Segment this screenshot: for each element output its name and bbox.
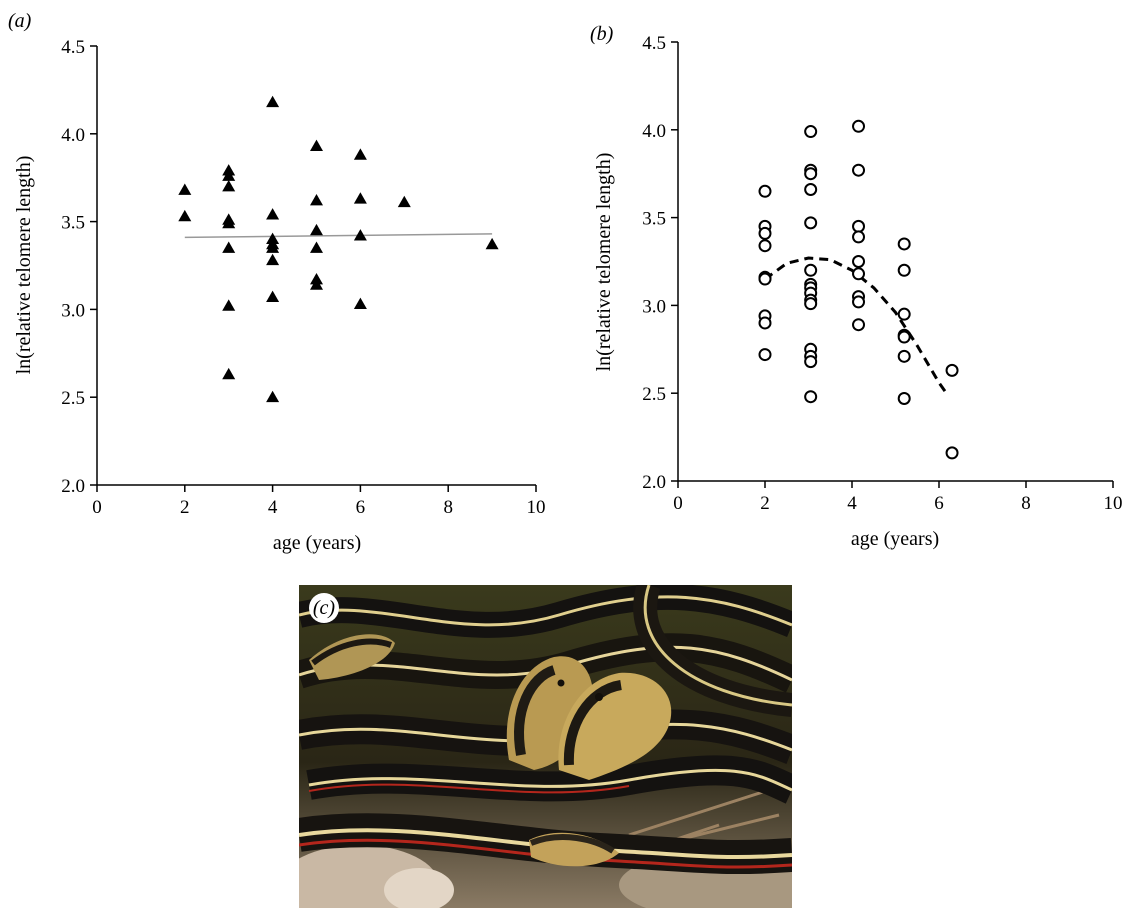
chart-b-axes: 2.0 2.5 3.0 3.5 4.0 4.5 0 2 4 6 8 10: [642, 33, 1122, 514]
chart-a-y-tick-label: 2.5: [61, 388, 85, 409]
chart-b-y-tick-label: 2.0: [642, 472, 666, 493]
chart-b-y-tick-label: 2.5: [642, 384, 666, 405]
chart-b-data-point: [852, 267, 866, 281]
chart-b-x-tick-label: 4: [847, 493, 857, 514]
chart-a-data-point: [222, 216, 236, 229]
chart-b-trend-layer: [764, 256, 949, 396]
chart-b-data-point: [758, 226, 772, 240]
chart-a-data-point: [485, 237, 499, 250]
chart-a-data-point: [266, 390, 280, 403]
chart-a-x-tick-label: 8: [443, 497, 453, 518]
chart-b-data-point: [804, 297, 818, 311]
chart-b-data-point: [897, 263, 911, 277]
chart-b-data-point: [804, 355, 818, 369]
chart-b-x-tick-label: 2: [760, 493, 770, 514]
snake-photo-image: [299, 585, 792, 908]
chart-b-data-point: [804, 263, 818, 277]
chart-a-data-point: [222, 179, 236, 192]
chart-b-data-point: [852, 295, 866, 309]
chart-b-data-point: [945, 446, 959, 460]
chart-b-data-point: [852, 318, 866, 332]
chart-a-data-point: [222, 299, 236, 311]
chart-a-x-axis-label: age (years): [273, 532, 361, 554]
chart-b-data-point: [897, 307, 911, 321]
chart-a-x-tick-label: 4: [268, 497, 278, 518]
chart-b-y-axis-label: ln(relative telomere length): [593, 153, 615, 372]
chart-b-data-point: [852, 230, 866, 244]
chart-a-y-tick-label: 4.0: [61, 125, 85, 146]
chart-b-x-tick-label: 0: [673, 493, 683, 514]
chart-a-trend-layer: [184, 233, 493, 239]
chart-b-data-point: [804, 183, 818, 197]
chart-a-y-tick-label: 4.5: [61, 37, 85, 58]
chart-a-data-point: [266, 95, 280, 108]
chart-b-trend-line: [764, 256, 949, 396]
chart-a-data-point: [310, 241, 323, 253]
chart-b-data-point: [897, 391, 911, 405]
chart-a-data-point: [310, 223, 323, 236]
chart-a-data-point: [353, 148, 367, 160]
chart-b-y-tick-label: 4.5: [642, 33, 666, 54]
chart-a-data-point: [266, 208, 280, 220]
chart-b-y-tick-label: 3.0: [642, 296, 666, 317]
chart-b-data-point: [758, 348, 772, 362]
chart-b-data-point: [897, 349, 911, 363]
chart-a-data-point: [310, 194, 323, 206]
chart-a-x-tick-label: 6: [356, 497, 366, 518]
chart-b-data-point: [852, 219, 866, 233]
chart-b-y-tick-label: 4.0: [642, 121, 666, 142]
chart-b: (b) 2.0 2.5 3.0 3.5 4.0 4.5 0 2 4 6 8 10 age (years…: [590, 23, 1123, 550]
chart-b-data-point: [804, 167, 818, 181]
chart-a-x-tick-label: 2: [180, 497, 190, 518]
chart-a-data-point: [222, 169, 236, 181]
chart-b-data-point: [804, 125, 818, 139]
chart-a-y-tick-label: 3.5: [61, 213, 85, 234]
panel-label-b: (b): [590, 23, 614, 45]
chart-a: (a) 2.0 2.5 3.0 3.5 4.0 4.5 0 2 4 6 8 10 age (years…: [8, 10, 546, 554]
chart-b-data-point: [758, 272, 772, 286]
panel-label-a: (a): [8, 10, 32, 32]
chart-b-x-tick-label: 6: [934, 493, 944, 514]
chart-b-x-axis-label: age (years): [851, 528, 939, 550]
chart-b-data-point: [804, 390, 818, 404]
chart-a-data-point: [353, 297, 367, 310]
chart-b-data-point: [758, 316, 772, 330]
chart-a-axes: 2.0 2.5 3.0 3.5 4.0 4.5 0 2 4 6 8 10: [61, 37, 545, 518]
chart-b-points: [758, 119, 959, 460]
chart-a-data-point: [397, 195, 411, 208]
chart-a-x-tick-label: 10: [527, 497, 546, 518]
chart-a-data-point: [310, 139, 323, 151]
chart-b-data-point: [758, 184, 772, 198]
chart-b-data-point: [804, 216, 818, 230]
chart-a-y-tick-label: 3.0: [61, 300, 85, 321]
chart-b-data-point: [945, 363, 959, 377]
chart-a-data-point: [222, 367, 236, 380]
chart-a-data-point: [178, 183, 192, 195]
chart-a-y-axis-label: ln(relative telomere length): [13, 156, 35, 375]
chart-a-x-tick-label: 0: [92, 497, 102, 518]
chart-a-data-point: [310, 278, 323, 290]
chart-b-data-point: [852, 119, 866, 133]
chart-a-data-point: [222, 241, 236, 253]
chart-b-data-point: [897, 237, 911, 251]
chart-b-y-tick-label: 3.5: [642, 209, 666, 230]
chart-b-x-tick-label: 10: [1104, 493, 1123, 514]
chart-a-data-point: [353, 229, 367, 241]
panel-label-c: (c): [309, 593, 339, 623]
chart-a-data-point: [266, 241, 280, 253]
chart-a-trend-line: [184, 233, 493, 239]
chart-a-data-point: [266, 290, 280, 302]
chart-a-data-point: [353, 192, 367, 204]
snake-photo: (c): [299, 585, 792, 908]
chart-b-data-point: [852, 255, 866, 268]
chart-b-data-point: [758, 239, 772, 253]
chart-a-data-point: [178, 209, 192, 222]
chart-a-points: [178, 95, 499, 403]
chart-b-data-point: [852, 163, 866, 177]
chart-a-data-point: [266, 253, 280, 266]
chart-b-x-tick-label: 8: [1021, 493, 1031, 514]
chart-a-y-tick-label: 2.0: [61, 476, 85, 497]
chart-b-data-point: [897, 330, 911, 344]
